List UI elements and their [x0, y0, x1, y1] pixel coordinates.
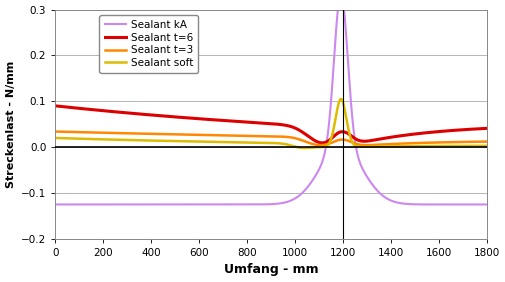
- Sealant t=3: [483, 140, 489, 143]
- Sealant t=3: [429, 141, 435, 144]
- Sealant soft: [52, 136, 58, 140]
- Sealant soft: [483, 144, 489, 147]
- Sealant t=3: [236, 134, 242, 137]
- Sealant t=6: [483, 127, 489, 130]
- Sealant t=6: [475, 127, 481, 131]
- Y-axis label: Streckenlast - N/mm: Streckenlast - N/mm: [6, 61, 16, 188]
- Sealant t=6: [52, 104, 58, 107]
- Sealant kA: [236, 203, 242, 206]
- Sealant t=6: [127, 111, 133, 115]
- Sealant soft: [218, 140, 224, 144]
- X-axis label: Umfang - mm: Umfang - mm: [224, 263, 318, 276]
- Sealant t=6: [102, 109, 108, 113]
- Sealant t=6: [236, 120, 242, 123]
- Sealant soft: [127, 138, 133, 142]
- Sealant kA: [102, 203, 108, 206]
- Sealant soft: [429, 144, 435, 148]
- Sealant soft: [102, 138, 108, 141]
- Sealant soft: [301, 146, 307, 150]
- Sealant soft: [475, 144, 481, 147]
- Sealant t=6: [218, 119, 224, 122]
- Sealant kA: [475, 203, 481, 206]
- Sealant kA: [52, 203, 58, 206]
- Sealant soft: [236, 141, 242, 144]
- Sealant t=3: [127, 132, 133, 135]
- Line: Sealant t=6: Sealant t=6: [55, 106, 486, 143]
- Sealant t=3: [52, 130, 58, 133]
- Line: Sealant t=3: Sealant t=3: [55, 131, 486, 145]
- Sealant t=3: [475, 140, 481, 143]
- Sealant soft: [337, 97, 343, 101]
- Sealant t=3: [363, 144, 369, 147]
- Sealant kA: [429, 203, 435, 206]
- Sealant t=3: [218, 134, 224, 137]
- Sealant t=6: [429, 131, 435, 134]
- Line: Sealant soft: Sealant soft: [55, 99, 486, 148]
- Sealant t=3: [102, 131, 108, 135]
- Sealant t=6: [319, 141, 325, 145]
- Sealant kA: [218, 203, 224, 206]
- Line: Sealant kA: Sealant kA: [55, 0, 486, 204]
- Sealant kA: [483, 203, 489, 206]
- Sealant kA: [127, 203, 133, 206]
- Legend: Sealant kA, Sealant t=6, Sealant t=3, Sealant soft: Sealant kA, Sealant t=6, Sealant t=3, Se…: [99, 15, 198, 73]
